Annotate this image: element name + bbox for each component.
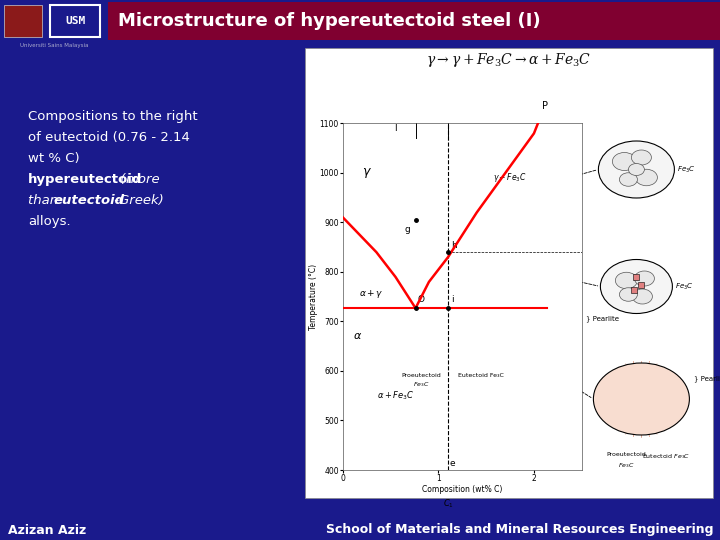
Text: Universiti Sains Malaysia: Universiti Sains Malaysia [19, 43, 89, 48]
Text: Proeutectoid: Proeutectoid [402, 374, 441, 379]
Text: g: g [404, 225, 410, 234]
Text: $\gamma \rightarrow \gamma + Fe_3C \rightarrow \alpha + Fe_3C$: $\gamma \rightarrow \gamma + Fe_3C \righ… [426, 51, 592, 69]
Text: $\gamma$: $\gamma$ [639, 153, 644, 161]
Text: School of Materials and Mineral Resources Engineering: School of Materials and Mineral Resource… [326, 523, 714, 537]
Text: $\gamma$: $\gamma$ [626, 176, 631, 184]
Text: $\gamma$: $\gamma$ [626, 291, 631, 299]
Text: than: than [28, 194, 63, 207]
X-axis label: Composition (wt% C): Composition (wt% C) [422, 484, 503, 494]
Text: $\gamma - Fe_3C$: $\gamma - Fe_3C$ [493, 171, 527, 185]
Text: $Fe_3C$: $Fe_3C$ [678, 164, 696, 174]
Text: $\gamma$: $\gamma$ [642, 274, 647, 282]
Text: $Fe_3C$: $Fe_3C$ [618, 461, 635, 470]
Y-axis label: Temperature (°C): Temperature (°C) [309, 264, 318, 330]
Text: wt % C): wt % C) [28, 152, 80, 165]
Text: $\gamma$: $\gamma$ [621, 158, 627, 165]
Text: $C_1$: $C_1$ [443, 497, 454, 510]
Text: $\alpha + \gamma$: $\alpha + \gamma$ [359, 288, 384, 300]
Text: $Fe_3C$: $Fe_3C$ [675, 281, 694, 292]
Text: |: | [446, 124, 449, 133]
Bar [108, 2, 720, 40]
Text: } Pearlite: } Pearlite [694, 376, 720, 382]
Text: (: ( [116, 173, 125, 186]
Text: } Pearlite: } Pearlite [587, 316, 619, 322]
Text: e: e [450, 458, 456, 468]
Text: Azizan Aziz: Azizan Aziz [8, 523, 86, 537]
Text: alloys.: alloys. [28, 215, 71, 228]
Text: Microstructure of hypereutectoid steel (I): Microstructure of hypereutectoid steel (… [118, 12, 541, 30]
Text: O: O [418, 295, 425, 304]
Text: $\gamma$: $\gamma$ [624, 276, 629, 285]
Text: Eutectoid $Fe_3C$: Eutectoid $Fe_3C$ [642, 452, 690, 461]
Text: $\gamma$: $\gamma$ [639, 293, 645, 300]
Text: Proeutectoid: Proeutectoid [606, 452, 647, 457]
Text: h: h [451, 241, 456, 249]
Text: Eutectoid Fe₃C: Eutectoid Fe₃C [459, 374, 505, 379]
Text: more: more [126, 173, 161, 186]
Text: $Fe_3C$: $Fe_3C$ [413, 380, 430, 389]
Text: P: P [542, 101, 549, 111]
Text: hypereutectoid: hypereutectoid [28, 173, 143, 186]
Bar [0, 2, 108, 40]
Text: i: i [451, 295, 454, 304]
Text: eutectoid: eutectoid [54, 194, 125, 207]
Bar [4, 5, 42, 37]
Text: of eutectoid (0.76 - 2.14: of eutectoid (0.76 - 2.14 [28, 131, 190, 144]
Bar [50, 5, 100, 37]
Text: USM: USM [65, 16, 85, 26]
Text: $\gamma$: $\gamma$ [644, 173, 649, 181]
Text: $\gamma$: $\gamma$ [362, 166, 372, 180]
Text: $\alpha + Fe_3C$: $\alpha + Fe_3C$ [377, 389, 414, 402]
Text: -Greek): -Greek) [110, 194, 163, 207]
Text: $\gamma$: $\gamma$ [634, 165, 639, 173]
Text: $\alpha$: $\alpha$ [353, 332, 362, 341]
Text: Compositions to the right: Compositions to the right [28, 110, 197, 123]
Bar [305, 48, 713, 498]
Text: l: l [394, 124, 397, 133]
